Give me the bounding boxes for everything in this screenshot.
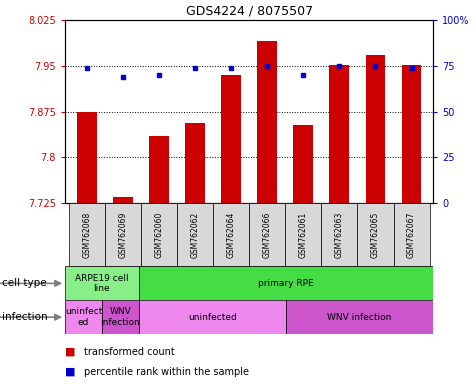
- Text: percentile rank within the sample: percentile rank within the sample: [84, 366, 249, 377]
- Bar: [139, 300, 286, 334]
- Bar: [357, 203, 393, 266]
- Text: cell type: cell type: [2, 278, 47, 288]
- Bar: [402, 65, 421, 203]
- Bar: [366, 55, 385, 203]
- Text: WNV infection: WNV infection: [327, 313, 392, 322]
- Text: uninfect
ed: uninfect ed: [65, 308, 102, 327]
- Bar: [141, 203, 177, 266]
- Bar: [285, 203, 321, 266]
- Bar: [213, 203, 249, 266]
- Text: ■: ■: [65, 366, 76, 377]
- Bar: [249, 203, 285, 266]
- Bar: [221, 75, 241, 203]
- Bar: [69, 203, 105, 266]
- Bar: [139, 266, 433, 300]
- Bar: [77, 112, 96, 203]
- Text: GSM762064: GSM762064: [227, 212, 236, 258]
- Bar: [330, 65, 349, 203]
- Title: GDS4224 / 8075507: GDS4224 / 8075507: [186, 4, 313, 17]
- Bar: [105, 203, 141, 266]
- Text: uninfected: uninfected: [188, 313, 237, 322]
- Text: GSM762066: GSM762066: [263, 212, 272, 258]
- Bar: [177, 203, 213, 266]
- Bar: [65, 266, 139, 300]
- Text: GSM762060: GSM762060: [154, 212, 163, 258]
- Bar: [257, 41, 277, 203]
- Text: GSM762061: GSM762061: [299, 212, 308, 258]
- Text: GSM762069: GSM762069: [118, 212, 127, 258]
- Bar: [393, 203, 429, 266]
- Text: ■: ■: [65, 346, 76, 357]
- Text: transformed count: transformed count: [84, 346, 175, 357]
- Text: GSM762065: GSM762065: [371, 212, 380, 258]
- Text: GSM762068: GSM762068: [82, 212, 91, 258]
- Text: WNV
infection: WNV infection: [100, 308, 140, 327]
- Bar: [102, 300, 139, 334]
- Text: GSM762062: GSM762062: [190, 212, 200, 258]
- Bar: [149, 136, 169, 203]
- Bar: [294, 125, 313, 203]
- Bar: [185, 122, 205, 203]
- Text: GSM762067: GSM762067: [407, 212, 416, 258]
- Bar: [286, 300, 433, 334]
- Text: ARPE19 cell
line: ARPE19 cell line: [75, 274, 129, 293]
- Text: GSM762063: GSM762063: [335, 212, 344, 258]
- Bar: [65, 300, 102, 334]
- Bar: [321, 203, 357, 266]
- Text: infection: infection: [2, 312, 48, 322]
- Bar: [113, 197, 133, 203]
- Text: primary RPE: primary RPE: [258, 279, 314, 288]
